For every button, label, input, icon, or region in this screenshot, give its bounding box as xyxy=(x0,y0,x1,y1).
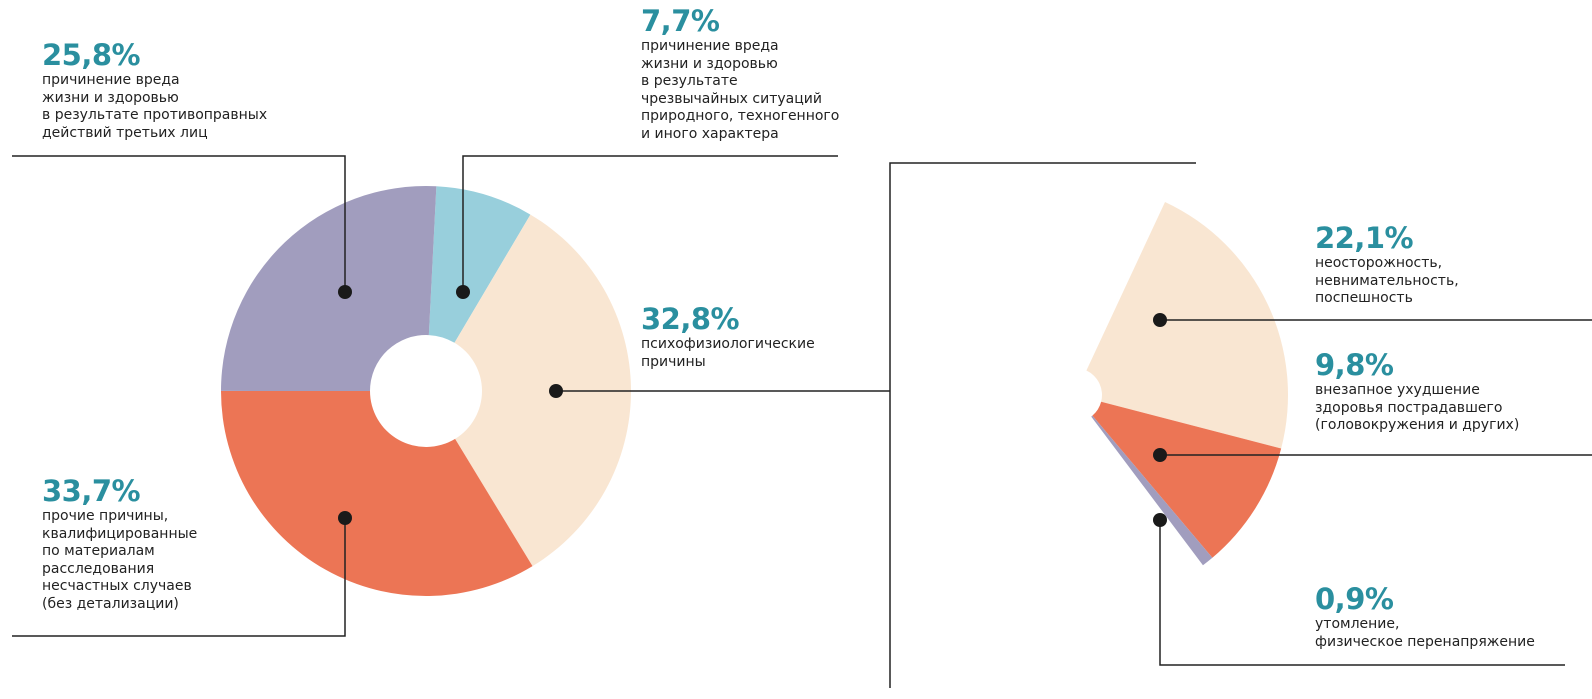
value-label: 22,1% xyxy=(1315,221,1414,255)
donut-slice xyxy=(221,186,437,391)
slice-label: 32,8% психофизиологические причины xyxy=(641,302,815,371)
connectors xyxy=(12,155,1592,688)
category-label: причинение вреда жизни и здоровью в резу… xyxy=(641,38,840,142)
fan-slice xyxy=(1091,415,1213,566)
connector xyxy=(462,155,838,292)
connector xyxy=(889,162,1196,688)
slices xyxy=(221,186,1288,597)
value-label: 25,8% xyxy=(42,38,141,72)
connector xyxy=(12,155,346,292)
slice-label: 9,8% внезапное ухудшение здоровья пострад… xyxy=(1315,348,1519,435)
slice-label: 33,7% прочие причины, квалифицированные п… xyxy=(42,474,197,613)
dot xyxy=(1153,513,1167,527)
category-label: утомление, физическое перенапряжение xyxy=(1315,616,1535,650)
dot xyxy=(338,511,352,525)
donut-slice xyxy=(454,214,631,567)
category-label: неосторожность, невнимательность, поспеш… xyxy=(1315,255,1459,306)
dot xyxy=(338,285,352,299)
donut-slice xyxy=(221,390,533,597)
dot xyxy=(1153,448,1167,462)
connector xyxy=(1159,520,1565,666)
donut-slice xyxy=(428,186,531,343)
slice-label: 7,7% причинение вреда жизни и здоровью в … xyxy=(641,4,839,143)
slice-label: 0,9% утомление, физическое перенапряжение xyxy=(1315,582,1535,651)
value-label: 9,8% xyxy=(1315,348,1394,382)
value-label: 32,8% xyxy=(641,302,740,336)
value-label: 7,7% xyxy=(641,4,720,38)
value-label: 33,7% xyxy=(42,474,141,508)
dot xyxy=(549,384,563,398)
category-label: внезапное ухудшение здоровья пострадавше… xyxy=(1315,382,1520,433)
slice-label: 25,8% причинение вреда жизни и здоровью в… xyxy=(42,38,267,142)
category-label: психофизиологические причины xyxy=(641,336,815,370)
slice-label: 22,1% неосторожность, невнимательность, п… xyxy=(1315,221,1459,308)
dot xyxy=(1153,313,1167,327)
category-label: прочие причины, квалифицированные по мат… xyxy=(42,508,198,612)
dots xyxy=(338,285,1167,527)
dot xyxy=(456,285,470,299)
value-label: 0,9% xyxy=(1315,582,1394,616)
category-label: причинение вреда жизни и здоровью в резу… xyxy=(42,72,268,141)
fan-slice xyxy=(1092,401,1282,558)
fan-slice xyxy=(1086,201,1288,449)
connector xyxy=(12,518,346,637)
